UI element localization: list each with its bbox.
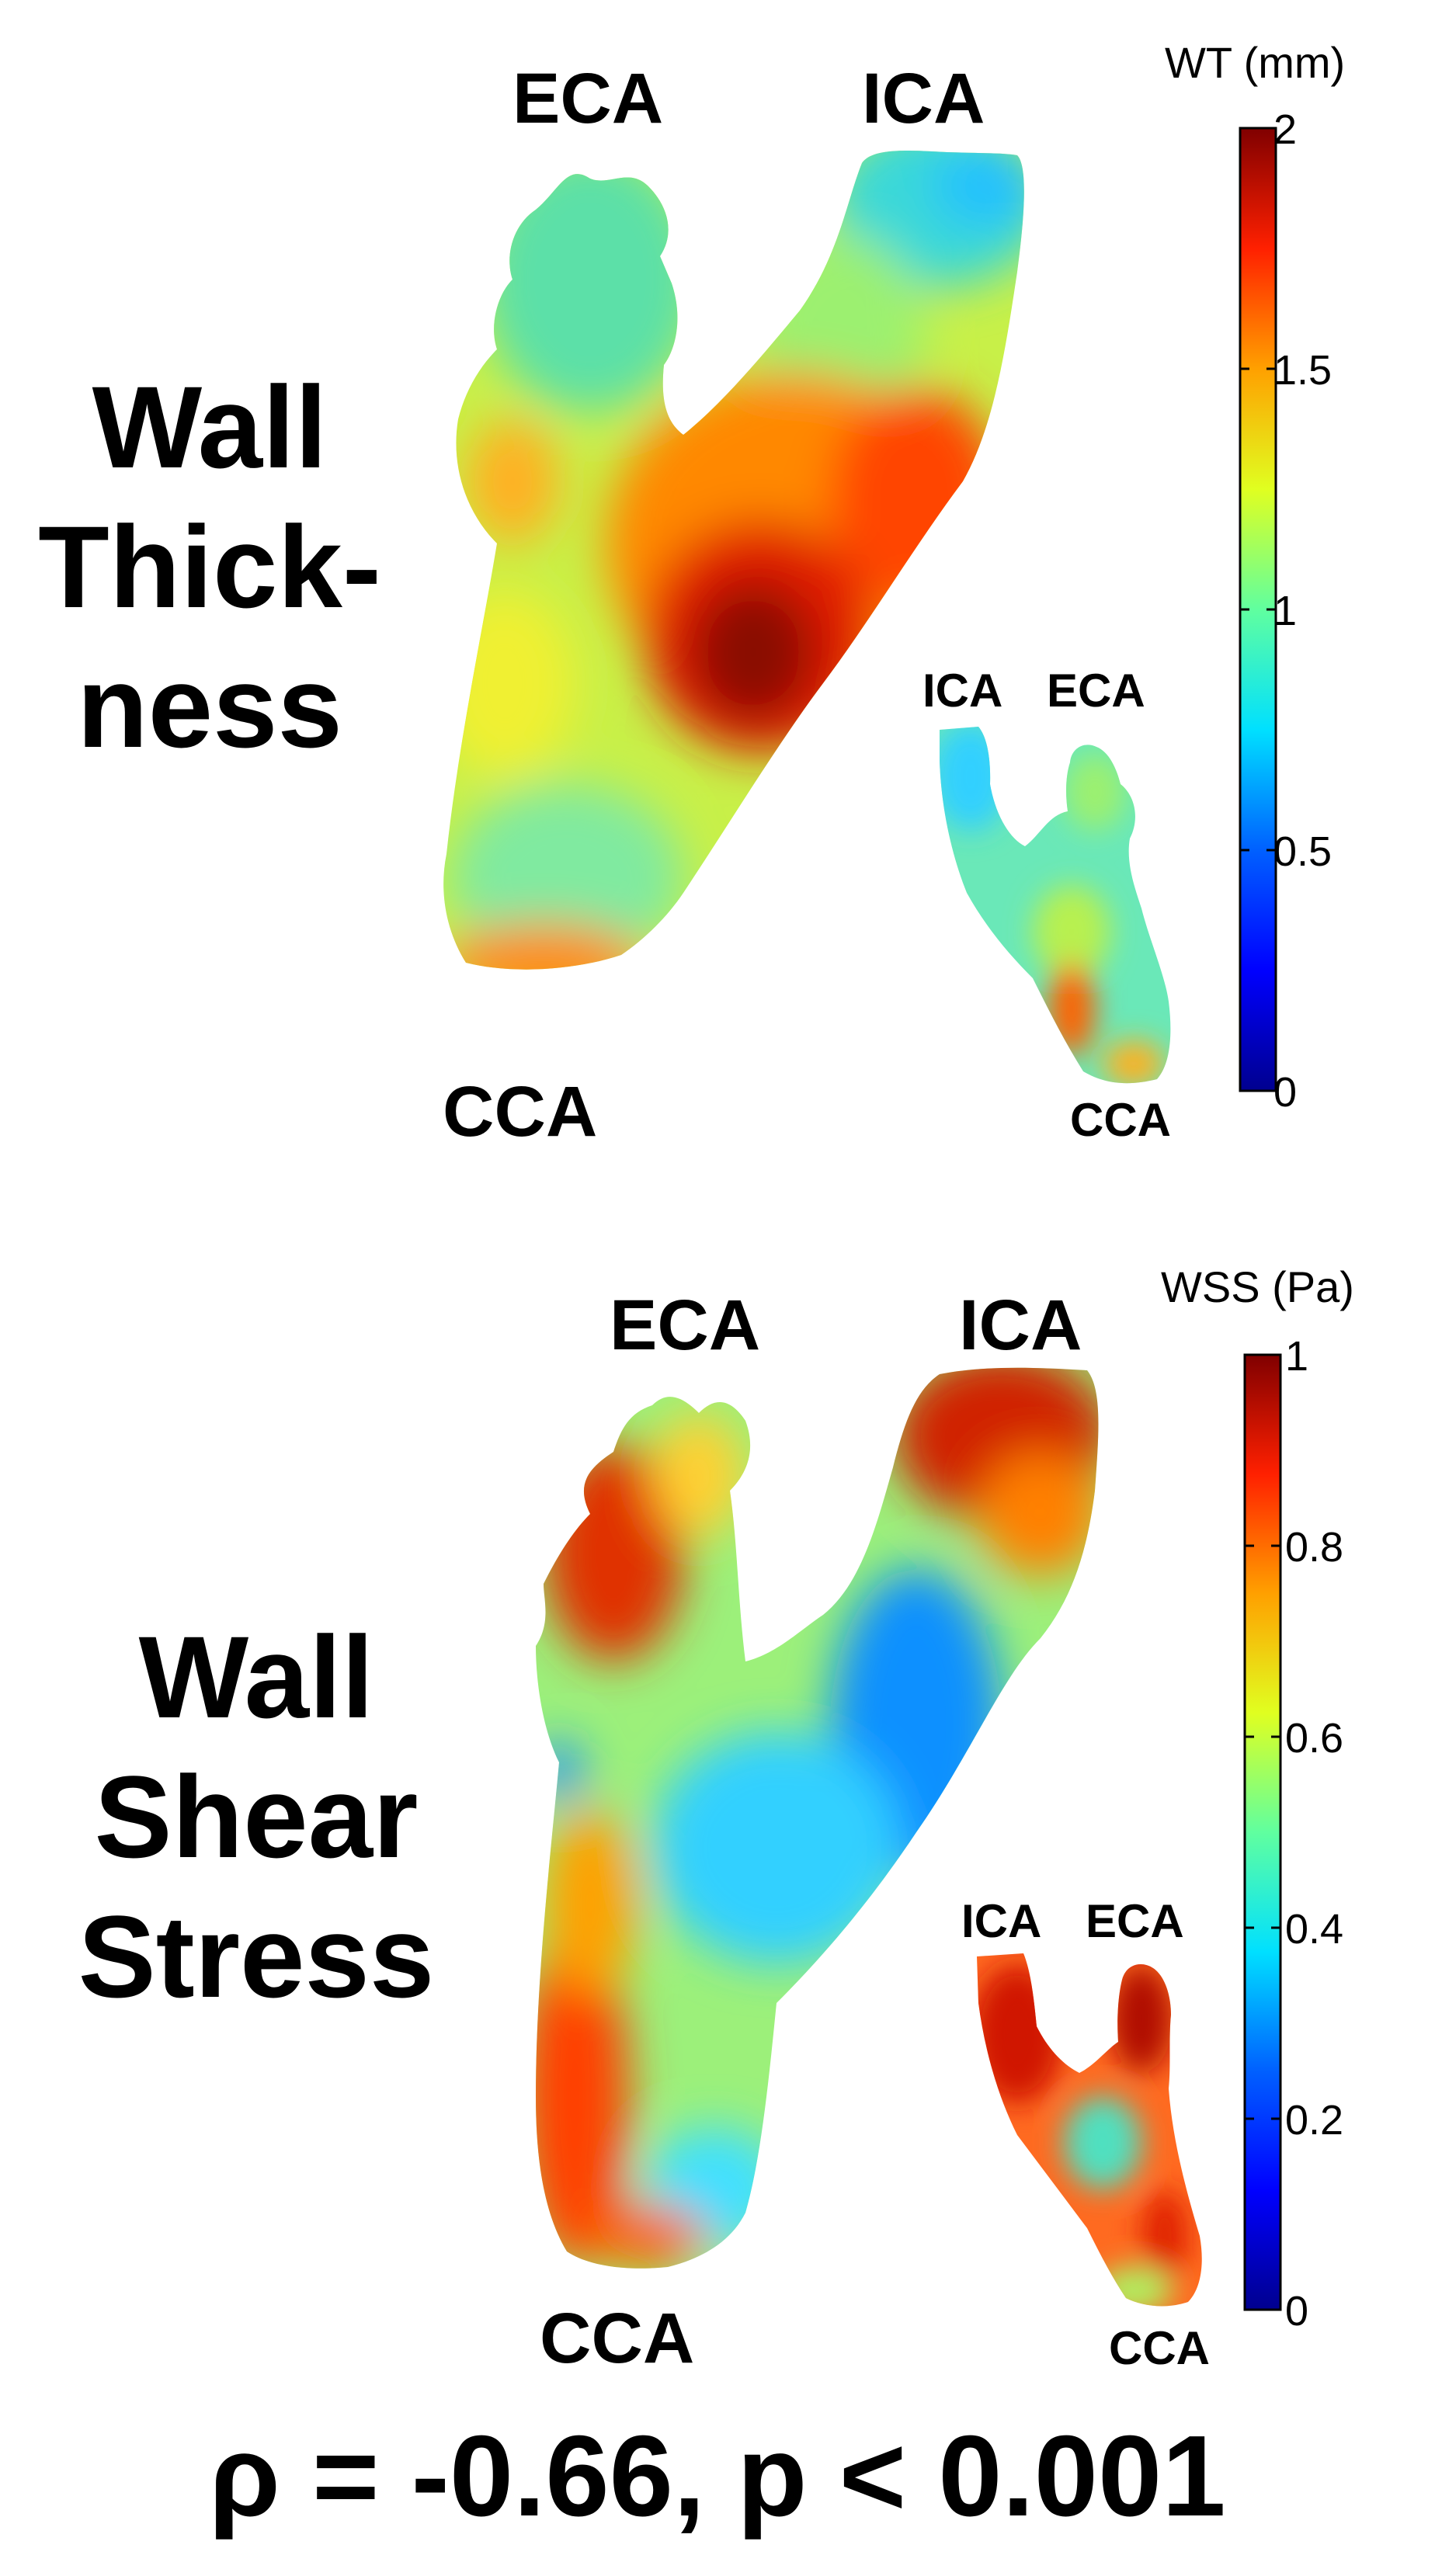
wss-small-label-cca: CCA bbox=[1109, 2322, 1210, 2374]
wt-tick-1: 1 bbox=[1273, 588, 1298, 634]
wss-tick-0-6: 0.6 bbox=[1285, 1715, 1344, 1762]
wss-title-line-3: Stress bbox=[78, 1891, 435, 2022]
wss-label-cca: CCA bbox=[540, 2299, 695, 2378]
wss-colorbar-title: WSS (Pa) bbox=[1161, 1262, 1354, 1311]
wt-tick-2: 2 bbox=[1273, 106, 1298, 153]
wss-panel-title: Wall Shear Stress bbox=[62, 1607, 450, 2026]
wt-title-line-3: ness bbox=[77, 641, 342, 772]
wt-colorbar-ticks bbox=[1240, 127, 1276, 852]
wss-tick-0-2: 0.2 bbox=[1285, 2097, 1344, 2144]
wss-vessel-large bbox=[536, 1367, 1099, 2269]
wt-title-line-1: Wall bbox=[92, 362, 328, 492]
wss-colorbar bbox=[1243, 1353, 1282, 2311]
wt-panel-title: Wall Thick- ness bbox=[16, 357, 404, 776]
wt-small-label-eca: ECA bbox=[1047, 665, 1145, 717]
wss-vessel-small bbox=[977, 1953, 1202, 2307]
wss-tick-0: 0 bbox=[1285, 2288, 1309, 2335]
wss-tick-0-8: 0.8 bbox=[1285, 1524, 1344, 1571]
wt-vessel-large bbox=[443, 150, 1024, 970]
wt-tick-0: 0 bbox=[1273, 1069, 1298, 1116]
wt-label-cca: CCA bbox=[443, 1072, 598, 1151]
wt-tick-1-5: 1.5 bbox=[1273, 347, 1332, 394]
wss-title-line-2: Shear bbox=[94, 1751, 419, 1882]
wss-small-label-eca: ECA bbox=[1086, 1895, 1184, 1947]
wt-colorbar-title: WT (mm) bbox=[1165, 38, 1346, 87]
wt-label-ica: ICA bbox=[862, 59, 985, 138]
correlation-statistic: ρ = -0.66, p < 0.001 bbox=[209, 2412, 1226, 2540]
wss-label-ica: ICA bbox=[959, 1286, 1082, 1365]
wss-tick-1: 1 bbox=[1285, 1333, 1309, 1380]
wss-label-eca: ECA bbox=[610, 1286, 761, 1365]
wt-small-label-ica: ICA bbox=[922, 665, 1003, 717]
wss-tick-0-4: 0.4 bbox=[1285, 1906, 1344, 1953]
wt-vessel-small bbox=[940, 727, 1171, 1084]
wss-colorbar-ticks bbox=[1245, 1353, 1280, 2120]
wt-small-label-cca: CCA bbox=[1070, 1094, 1171, 1146]
wss-title-line-1: Wall bbox=[138, 1612, 374, 1742]
wss-small-label-ica: ICA bbox=[961, 1895, 1042, 1947]
wt-label-eca: ECA bbox=[512, 59, 664, 138]
wt-title-line-2: Thick- bbox=[38, 502, 381, 632]
wt-tick-0-5: 0.5 bbox=[1273, 828, 1332, 875]
